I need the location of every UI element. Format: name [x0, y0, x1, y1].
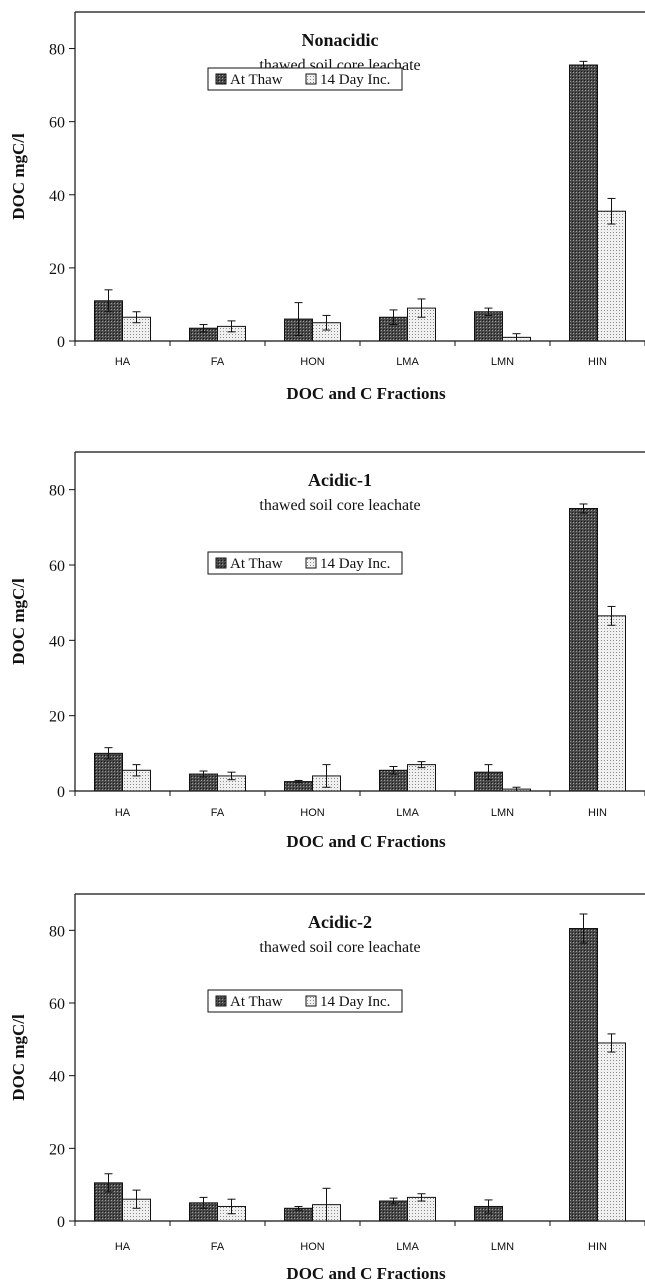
y-axis-label: DOC mgC/l — [9, 1014, 28, 1101]
bar-14-day-inc-lma — [407, 764, 436, 792]
y-tick-label: 80 — [49, 923, 65, 940]
y-tick-label: 80 — [49, 483, 65, 500]
x-category-label: LMA — [396, 807, 419, 819]
x-category-label: HIN — [588, 807, 607, 819]
y-tick-label: 0 — [57, 784, 65, 801]
legend-label-14-day-inc: 14 Day Inc. — [320, 556, 390, 572]
bar-at-thaw-hin — [569, 64, 598, 342]
bar-14-day-inc-hin — [597, 1042, 626, 1222]
bar-at-thaw-ha — [94, 1182, 123, 1222]
legend-label-14-day-inc: 14 Day Inc. — [320, 994, 390, 1010]
x-axis-label: DOC and C Fractions — [286, 384, 446, 403]
bar-14-day-inc-hin — [597, 210, 626, 342]
bar-at-thaw-hin — [569, 928, 598, 1222]
bar-14-day-inc-hin — [597, 615, 626, 792]
y-axis-label: DOC mgC/l — [9, 133, 28, 220]
x-category-label: FA — [211, 356, 225, 368]
legend-swatch-14-day-inc — [305, 557, 317, 569]
legend-swatch-at-thaw — [215, 557, 227, 569]
x-category-label: HIN — [588, 1241, 607, 1253]
y-tick-label: 60 — [49, 115, 65, 132]
legend-swatch-at-thaw — [215, 73, 227, 85]
x-category-label: HON — [300, 1241, 325, 1253]
legend-swatch-14-day-inc — [305, 995, 317, 1007]
x-category-label: FA — [211, 807, 225, 819]
chart-title: Acidic-2 — [308, 912, 372, 932]
legend-swatch-at-thaw — [215, 995, 227, 1007]
x-axis-label: DOC and C Fractions — [286, 1264, 446, 1281]
y-axis-label: DOC mgC/l — [9, 578, 28, 665]
legend-swatch-14-day-inc — [305, 73, 317, 85]
x-category-label: FA — [211, 1241, 225, 1253]
y-tick-label: 0 — [57, 334, 65, 351]
legend-label-at-thaw: At Thaw — [230, 72, 283, 88]
y-tick-label: 80 — [49, 42, 65, 59]
y-tick-label: 40 — [49, 1069, 65, 1086]
y-tick-label: 20 — [49, 1141, 65, 1158]
legend: At Thaw 14 Day Inc. — [207, 989, 403, 1013]
chart-panel-3: 0 20 40 60 80 HA FA HON LMA LMN HIN Acidic-2 thawed … — [9, 893, 645, 1281]
x-category-label: HA — [115, 356, 131, 368]
x-category-label: LMN — [491, 356, 514, 368]
chart-subtitle: thawed soil core leachate — [259, 497, 420, 514]
x-category-label: LMA — [396, 1241, 419, 1253]
legend-label-at-thaw: At Thaw — [230, 994, 283, 1010]
y-tick-label: 40 — [49, 188, 65, 205]
y-tick-label: 0 — [57, 1214, 65, 1231]
y-tick-label: 40 — [49, 633, 65, 650]
legend-label-at-thaw: At Thaw — [230, 556, 283, 572]
x-category-label: HA — [115, 1241, 131, 1253]
x-category-label: HON — [300, 356, 325, 368]
x-category-label: LMN — [491, 807, 514, 819]
chart-title: Nonacidic — [301, 30, 378, 50]
x-axis-label: DOC and C Fractions — [286, 832, 446, 851]
legend-label-14-day-inc: 14 Day Inc. — [320, 72, 390, 88]
legend: At Thaw 14 Day Inc. — [207, 67, 403, 91]
y-tick-label: 60 — [49, 996, 65, 1013]
bar-at-thaw-lmn — [474, 311, 503, 342]
legend-box — [207, 67, 403, 91]
legend: At Thaw 14 Day Inc. — [207, 551, 403, 575]
x-category-label: HON — [300, 807, 325, 819]
legend-box — [207, 989, 403, 1013]
chart-panel-2: 0 20 40 60 80 HA FA HON LMA LMN HIN Acidic-1 thawed … — [9, 451, 645, 851]
chart-subtitle: thawed soil core leachate — [259, 939, 420, 956]
chart-title: Acidic-1 — [308, 470, 372, 490]
y-tick-label: 60 — [49, 558, 65, 575]
bar-at-thaw-hin — [569, 508, 598, 792]
y-tick-label: 20 — [49, 709, 65, 726]
x-category-label: LMN — [491, 1241, 514, 1253]
legend-box — [207, 551, 403, 575]
x-category-label: HIN — [588, 356, 607, 368]
x-category-label: HA — [115, 807, 131, 819]
y-tick-label: 20 — [49, 261, 65, 278]
x-category-label: LMA — [396, 356, 419, 368]
